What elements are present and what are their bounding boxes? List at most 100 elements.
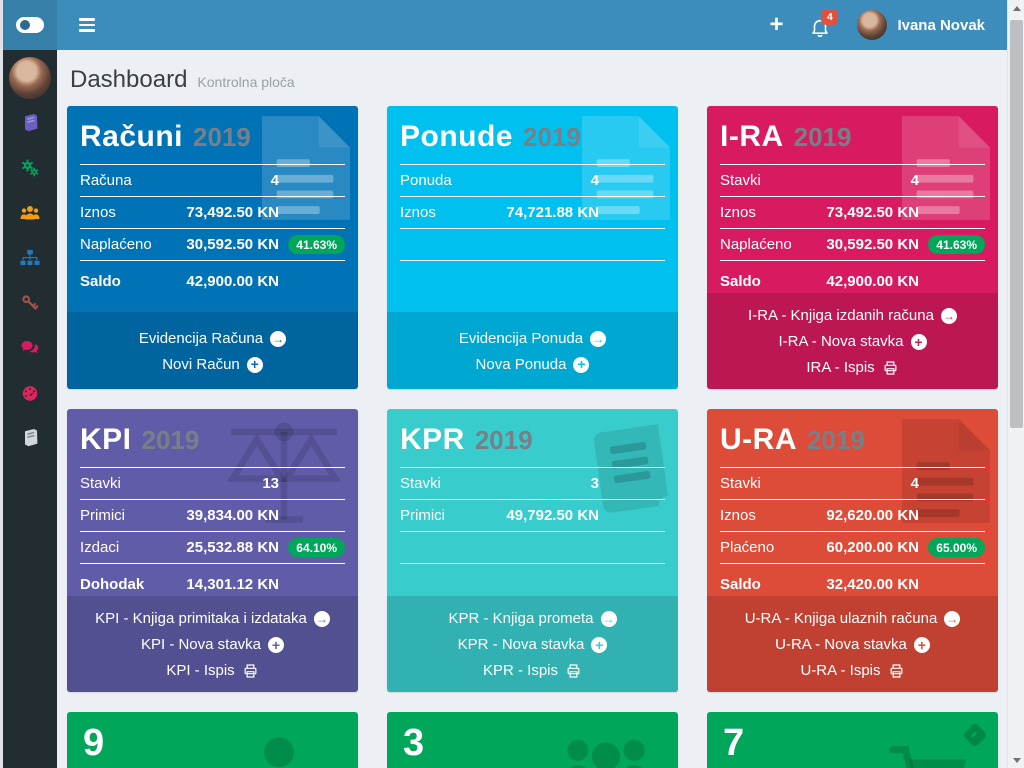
stat-row: Plaćeno 60,200.00 KN 65.00% bbox=[720, 532, 985, 564]
cogs-icon[interactable] bbox=[20, 158, 40, 178]
stat-row: Ponuda 4 bbox=[400, 165, 665, 197]
card-footer: Evidencija Ponuda Nova Ponuda bbox=[387, 312, 678, 389]
small-box-value: 9 bbox=[83, 722, 105, 764]
scrollbar-up-arrow[interactable] bbox=[1008, 0, 1024, 16]
users-icon[interactable] bbox=[20, 203, 40, 223]
small-box-clients[interactable]: 9 bbox=[67, 712, 358, 768]
toggle-logo-icon bbox=[16, 17, 44, 33]
percent-badge: 41.63% bbox=[288, 235, 345, 254]
user-plus-icon bbox=[242, 726, 330, 768]
plus-circle-icon bbox=[591, 637, 608, 653]
percent-badge: 64.10% bbox=[288, 538, 345, 557]
comments-icon[interactable] bbox=[20, 338, 40, 358]
card-link[interactable]: KPR - Knjiga prometa bbox=[387, 606, 678, 632]
stat-row: Naplaćeno 30,592.50 KN 41.63% bbox=[720, 229, 985, 261]
card-link[interactable]: KPI - Ispis bbox=[67, 658, 358, 684]
stat-row: Stavki 4 bbox=[720, 165, 985, 197]
small-box-orders[interactable]: 7 bbox=[707, 712, 998, 768]
small-box-users[interactable]: 3 bbox=[387, 712, 678, 768]
stat-row: Računa 4 bbox=[80, 165, 345, 197]
scrollbar[interactable] bbox=[1007, 0, 1024, 768]
stat-row: Primici 39,834.00 KN bbox=[80, 500, 345, 532]
arrow-circle-right-icon bbox=[590, 330, 607, 347]
arrow-circle-right-icon bbox=[940, 308, 957, 324]
cards-grid: Računi 2019 Računa 4 Iznos 73,492.50 KN Nap… bbox=[57, 106, 1007, 768]
card-footer: KPR - Knjiga prometa KPR - Nova stavka K… bbox=[387, 596, 678, 692]
scrollbar-down-arrow[interactable] bbox=[1008, 752, 1024, 768]
card-link[interactable]: KPR - Ispis bbox=[387, 658, 678, 684]
percent-badge: 41.63% bbox=[928, 235, 985, 254]
card-title: KPI bbox=[80, 423, 132, 456]
card-link[interactable]: U-RA - Knjiga ulaznih računa bbox=[707, 606, 998, 632]
stat-row bbox=[400, 261, 665, 293]
small-box-value: 3 bbox=[403, 722, 425, 764]
card-link[interactable]: KPI - Knjiga primitaka i izdataka bbox=[67, 606, 358, 632]
card-link[interactable]: U-RA - Nova stavka bbox=[707, 632, 998, 658]
printer-icon bbox=[888, 663, 905, 679]
card-ira: I-RA 2019 Stavki 4 Iznos 73,492.50 KN Napla… bbox=[707, 106, 998, 389]
card-link[interactable]: Evidencija Ponuda bbox=[387, 326, 678, 352]
card-title: U-RA bbox=[720, 423, 797, 456]
card-footer: U-RA - Knjiga ulaznih računa U-RA - Nova… bbox=[707, 596, 998, 692]
card-link[interactable]: Evidencija Računa bbox=[67, 326, 358, 352]
scrollbar-thumb[interactable] bbox=[1010, 20, 1023, 428]
card-link[interactable]: KPI - Nova stavka bbox=[67, 632, 358, 658]
card-ponude: Ponude 2019 Ponuda 4 Iznos 74,721.88 KN Evi… bbox=[387, 106, 678, 389]
stat-row: Iznos 92,620.00 KN bbox=[720, 500, 985, 532]
card-link[interactable]: IRA - Ispis bbox=[707, 355, 998, 381]
book-icon[interactable] bbox=[20, 428, 40, 448]
card-link[interactable]: Novi Račun bbox=[67, 352, 358, 378]
card-ura: U-RA 2019 Stavki 4 Iznos 92,620.00 KN Plaće… bbox=[707, 409, 998, 692]
plus-icon[interactable]: + bbox=[769, 11, 784, 38]
bell-icon[interactable]: 4 bbox=[809, 9, 839, 38]
app-logo[interactable] bbox=[3, 0, 57, 50]
card-link[interactable]: KPR - Nova stavka bbox=[387, 632, 678, 658]
stat-row: Stavki 13 bbox=[80, 468, 345, 500]
stat-row: Saldo 42,900.00 KN bbox=[720, 273, 919, 290]
card-title: Računi bbox=[80, 120, 184, 153]
page-title: Dashboard bbox=[70, 66, 188, 93]
stat-row bbox=[400, 564, 665, 596]
plus-circle-icon bbox=[913, 637, 930, 653]
card-link[interactable]: Nova Ponuda bbox=[387, 352, 678, 378]
hamburger-icon[interactable] bbox=[69, 7, 105, 43]
card-link[interactable]: U-RA - Ispis bbox=[707, 658, 998, 684]
printer-icon bbox=[882, 360, 899, 376]
sidebar bbox=[3, 50, 57, 768]
user-menu[interactable]: Ivana Novak bbox=[857, 10, 985, 40]
plus-circle-icon bbox=[910, 334, 927, 350]
card-title: KPR bbox=[400, 423, 465, 456]
stat-row: Iznos 73,492.50 KN bbox=[720, 197, 985, 229]
card-year: 2019 bbox=[141, 424, 200, 455]
card-kpr: KPR 2019 Stavki 3 Primici 49,792.50 KN KPR … bbox=[387, 409, 678, 692]
arrow-circle-right-icon bbox=[600, 611, 617, 627]
plus-circle-icon bbox=[268, 637, 285, 653]
sidebar-menu bbox=[20, 113, 40, 448]
card-year: 2019 bbox=[793, 121, 852, 152]
main-content: Dashboard Kontrolna ploča Računi 2019 Rač… bbox=[57, 50, 1007, 768]
card-link[interactable]: I-RA - Nova stavka bbox=[707, 329, 998, 355]
shopping-cart-icon bbox=[888, 734, 976, 768]
key-icon[interactable] bbox=[20, 293, 40, 313]
stat-row: Dohodak 14,301.12 KN bbox=[80, 576, 279, 593]
stat-row bbox=[400, 532, 665, 564]
sidebar-user-avatar[interactable] bbox=[9, 57, 51, 99]
notification-badge: 4 bbox=[821, 9, 839, 25]
page-subtitle: Kontrolna ploča bbox=[197, 74, 295, 90]
percent-badge: 65.00% bbox=[928, 538, 985, 557]
card-year: 2019 bbox=[523, 121, 581, 152]
card-footer: I-RA - Knjiga izdanih računa I-RA - Nova… bbox=[707, 293, 998, 389]
card-year: 2019 bbox=[474, 424, 533, 455]
gauge-icon[interactable] bbox=[20, 383, 40, 403]
card-footer: Evidencija Računa Novi Račun bbox=[67, 312, 358, 389]
card-title: Ponude bbox=[400, 120, 513, 153]
stat-row: Saldo 32,420.00 KN bbox=[720, 576, 919, 593]
users-icon bbox=[562, 726, 650, 768]
card-year: 2019 bbox=[807, 424, 865, 455]
card-link[interactable]: I-RA - Knjiga izdanih računa bbox=[707, 303, 998, 329]
card-title: I-RA bbox=[720, 120, 784, 153]
sitemap-icon[interactable] bbox=[20, 248, 40, 268]
card-racuni: Računi 2019 Računa 4 Iznos 73,492.50 KN Nap… bbox=[67, 106, 358, 389]
book-icon[interactable] bbox=[20, 113, 40, 133]
window-edge bbox=[0, 0, 3, 768]
